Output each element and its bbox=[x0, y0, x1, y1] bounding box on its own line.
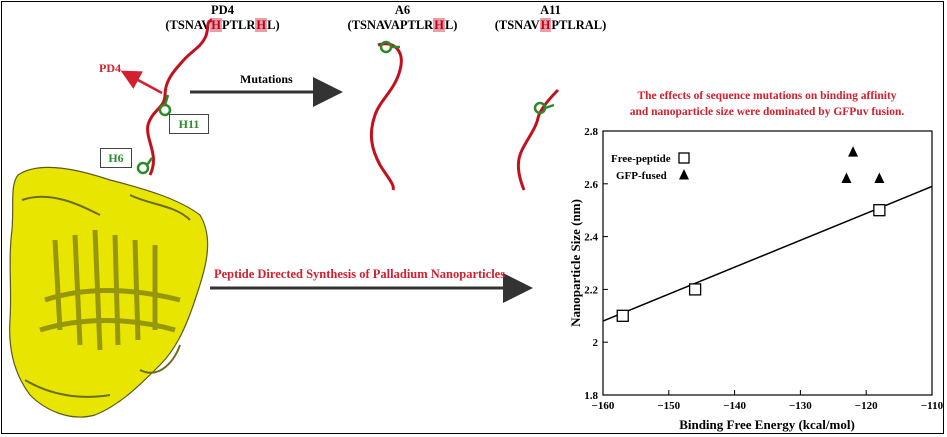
gfp-fused-point bbox=[841, 172, 852, 184]
effects-caption-line2: and nanoparticle size were dominated by … bbox=[629, 106, 905, 118]
a6-histidine-sidechain bbox=[379, 40, 400, 54]
pd4-arrow-label: PD4 bbox=[99, 61, 121, 75]
peptide-a6-name: A6 bbox=[394, 3, 411, 17]
peptide-a11-name: A11 bbox=[540, 3, 561, 17]
y-tick-label: 2 bbox=[593, 337, 599, 349]
free-peptide-point bbox=[616, 309, 629, 322]
y-tick-label: 2.8 bbox=[584, 126, 598, 138]
h6-sidechain bbox=[136, 157, 154, 175]
pd4-arrow bbox=[120, 70, 163, 95]
synthesis-label: Peptide Directed Synthesis of Palladium … bbox=[214, 267, 506, 281]
pd4-peptide-chain bbox=[146, 18, 213, 176]
free-peptide-point bbox=[688, 283, 702, 296]
effects-caption-line1: The effects of sequence mutations on bin… bbox=[637, 90, 897, 102]
legend-gfp-fused-label: GFP-fused bbox=[616, 170, 667, 182]
legend-free-peptide-label: Free-peptide bbox=[611, 153, 671, 165]
x-axis-label: Binding Free Energy (kcal/mol) bbox=[679, 417, 855, 432]
legend-gfp-fused-marker bbox=[679, 169, 689, 180]
y-tick-label: 2.2 bbox=[584, 284, 598, 296]
h11-sidechain bbox=[158, 94, 172, 117]
y-tick-label: 2.6 bbox=[584, 179, 598, 191]
gfp-fused-point bbox=[848, 146, 859, 157]
gfp-fused-point bbox=[874, 172, 885, 184]
x-tick-label: −140 bbox=[723, 400, 746, 412]
x-tick-label: −130 bbox=[789, 400, 812, 412]
a6-peptide-chain bbox=[369, 42, 403, 191]
peptide-a11-header: A11 (TSNAVHPTLRAL) bbox=[478, 3, 623, 33]
peptide-pd4-header: PD4 (TSNAVHPTLRHL) bbox=[150, 3, 295, 33]
x-tick-label: −110 bbox=[921, 400, 944, 412]
y-axis-label: Nanoparticle Size (nm) bbox=[568, 199, 583, 327]
free-peptide-point bbox=[873, 204, 886, 217]
legend-free-peptide-marker bbox=[678, 152, 690, 164]
x-tick-label: −160 bbox=[592, 400, 615, 412]
gfp-protein bbox=[9, 166, 209, 418]
peptide-pd4-name: PD4 bbox=[211, 3, 234, 17]
x-tick-label: −120 bbox=[855, 400, 878, 412]
effects-caption: The effects of sequence mutations on bin… bbox=[592, 88, 942, 120]
mutations-label: Mutations bbox=[240, 72, 293, 86]
x-tick-label: −150 bbox=[657, 400, 680, 412]
y-tick-label: 2.4 bbox=[584, 232, 598, 244]
y-tick-label: 1.8 bbox=[584, 390, 598, 402]
h6-label-box: H6 bbox=[100, 148, 132, 168]
plot-area bbox=[602, 130, 933, 396]
peptide-a6-header: A6 (TSNAVAPTLRHL) bbox=[330, 3, 475, 33]
a11-histidine-sidechain bbox=[533, 101, 555, 115]
h11-label-box: H11 bbox=[169, 114, 209, 134]
